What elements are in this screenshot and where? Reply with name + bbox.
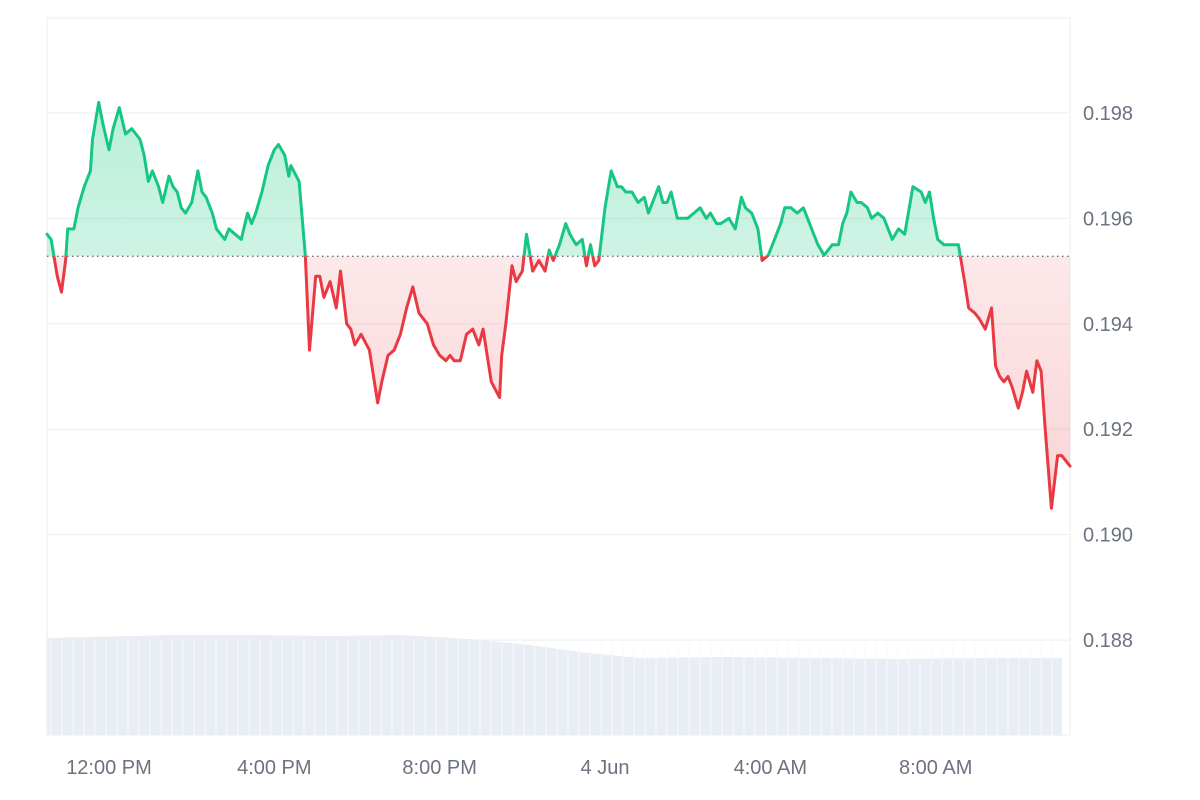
area-above-baseline [47,102,1070,257]
y-axis-ticks: 0.198 0.196 0.194 0.192 0.190 0.188 [1083,103,1133,652]
volume-area [47,635,1062,735]
y-tick-label: 0.196 [1083,208,1133,230]
y-tick-label: 0.194 [1083,314,1133,336]
x-axis-ticks: 12:00 PM 4:00 PM 8:00 PM 4 Jun 4:00 AM 8:00 A… [66,757,972,779]
volume-bars [47,635,1062,735]
plot-frame [46,17,1071,736]
price-lines [45,100,1072,510]
x-tick-label: 12:00 PM [66,757,152,779]
y-tick-label: 0.190 [1083,525,1133,547]
area-below-baseline [53,256,1070,509]
x-tick-label: 4:00 PM [237,757,311,779]
x-tick-label: 4:00 AM [734,757,807,779]
price-area-fills [47,102,1070,509]
x-tick-label: 8:00 PM [402,757,476,779]
y-tick-label: 0.188 [1083,630,1133,652]
price-line-below [52,256,1072,510]
x-tick-label: 4 Jun [581,757,630,779]
gridlines [47,112,1070,641]
y-tick-label: 0.198 [1083,103,1133,125]
x-tick-label: 8:00 AM [899,757,972,779]
price-line-above [45,100,962,257]
y-tick-label: 0.192 [1083,419,1133,441]
